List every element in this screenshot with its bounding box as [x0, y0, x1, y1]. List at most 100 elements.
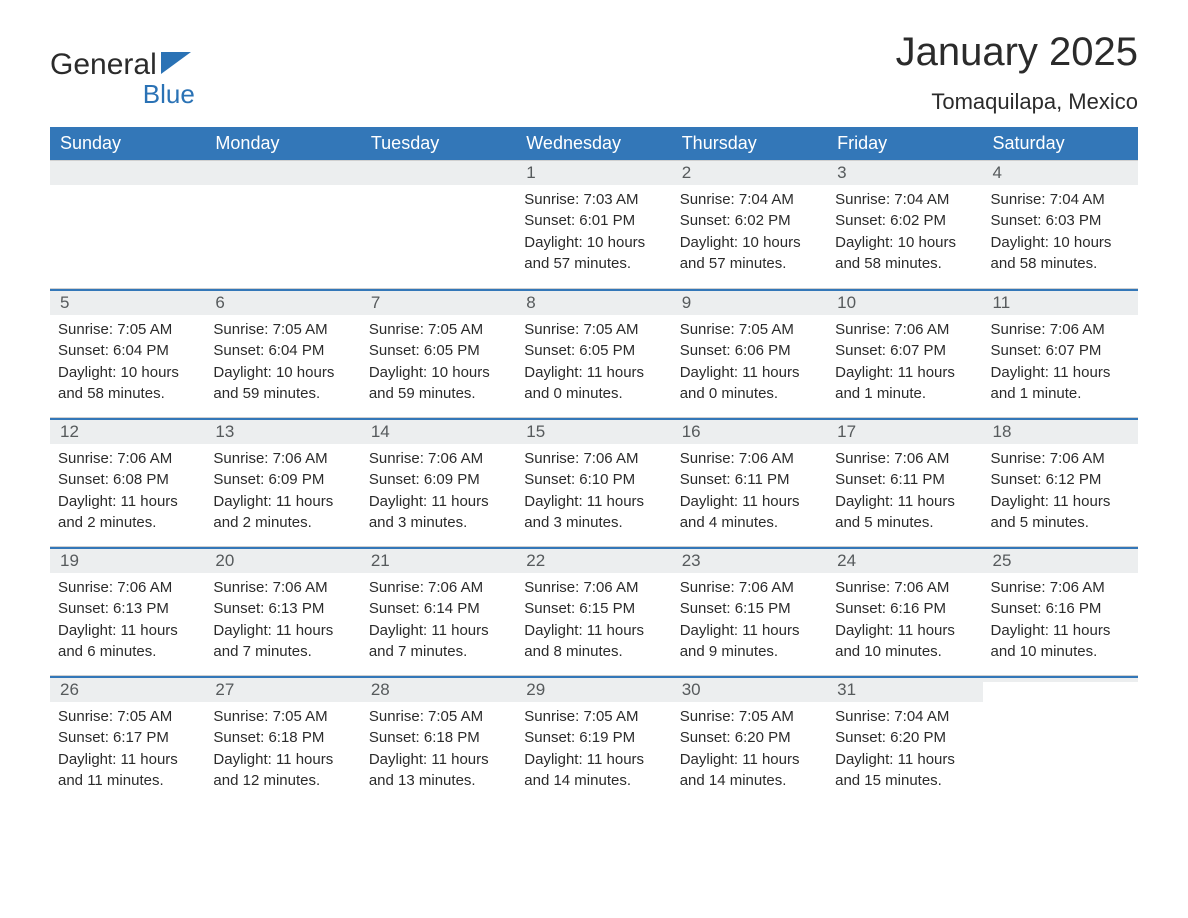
day-sunset: Sunset: 6:12 PM — [991, 470, 1128, 490]
brand-part1: General — [50, 48, 157, 82]
day-details: Sunrise: 7:05 AMSunset: 6:06 PMDaylight:… — [672, 315, 827, 404]
calendar-day: 26Sunrise: 7:05 AMSunset: 6:17 PMDayligh… — [50, 676, 205, 804]
calendar-day: 31Sunrise: 7:04 AMSunset: 6:20 PMDayligh… — [827, 676, 982, 804]
day-daylight1: Daylight: 10 hours — [58, 363, 195, 383]
day-sunset: Sunset: 6:17 PM — [58, 728, 195, 748]
day-details: Sunrise: 7:04 AMSunset: 6:02 PMDaylight:… — [672, 185, 827, 274]
day-sunrise: Sunrise: 7:06 AM — [991, 449, 1128, 469]
day-number: 25 — [983, 547, 1138, 573]
calendar-day: 3Sunrise: 7:04 AMSunset: 6:02 PMDaylight… — [827, 161, 982, 288]
day-number: 18 — [983, 418, 1138, 444]
day-daylight1: Daylight: 11 hours — [680, 363, 817, 383]
day-number: 9 — [672, 289, 827, 315]
day-daylight2: and 57 minutes. — [680, 254, 817, 274]
day-daylight2: and 59 minutes. — [369, 384, 506, 404]
day-daylight2: and 2 minutes. — [213, 513, 350, 533]
day-daylight2: and 0 minutes. — [524, 384, 661, 404]
day-daylight2: and 15 minutes. — [835, 771, 972, 791]
col-head-wednesday: Wednesday — [516, 127, 671, 160]
day-daylight2: and 14 minutes. — [680, 771, 817, 791]
calendar-day: 21Sunrise: 7:06 AMSunset: 6:14 PMDayligh… — [361, 547, 516, 675]
day-number: 22 — [516, 547, 671, 573]
day-sunrise: Sunrise: 7:06 AM — [524, 578, 661, 598]
day-details: Sunrise: 7:06 AMSunset: 6:15 PMDaylight:… — [672, 573, 827, 662]
day-daylight1: Daylight: 11 hours — [213, 492, 350, 512]
day-daylight1: Daylight: 11 hours — [524, 621, 661, 641]
day-sunrise: Sunrise: 7:05 AM — [369, 707, 506, 727]
calendar-day: 15Sunrise: 7:06 AMSunset: 6:10 PMDayligh… — [516, 418, 671, 546]
day-daylight1: Daylight: 11 hours — [58, 492, 195, 512]
day-daylight2: and 5 minutes. — [835, 513, 972, 533]
day-number: 11 — [983, 289, 1138, 315]
col-head-thursday: Thursday — [672, 127, 827, 160]
calendar-day: 23Sunrise: 7:06 AMSunset: 6:15 PMDayligh… — [672, 547, 827, 675]
day-number: 24 — [827, 547, 982, 573]
day-sunset: Sunset: 6:16 PM — [991, 599, 1128, 619]
day-daylight2: and 9 minutes. — [680, 642, 817, 662]
day-sunrise: Sunrise: 7:04 AM — [680, 190, 817, 210]
col-head-saturday: Saturday — [983, 127, 1138, 160]
day-sunrise: Sunrise: 7:06 AM — [58, 449, 195, 469]
day-sunset: Sunset: 6:07 PM — [835, 341, 972, 361]
calendar-week: 26Sunrise: 7:05 AMSunset: 6:17 PMDayligh… — [50, 675, 1138, 804]
day-sunrise: Sunrise: 7:06 AM — [680, 449, 817, 469]
day-details: Sunrise: 7:06 AMSunset: 6:07 PMDaylight:… — [983, 315, 1138, 404]
day-sunrise: Sunrise: 7:05 AM — [58, 707, 195, 727]
day-daylight1: Daylight: 11 hours — [835, 363, 972, 383]
day-daylight2: and 7 minutes. — [369, 642, 506, 662]
calendar-day: 7Sunrise: 7:05 AMSunset: 6:05 PMDaylight… — [361, 289, 516, 417]
day-sunset: Sunset: 6:04 PM — [58, 341, 195, 361]
calendar-day: 10Sunrise: 7:06 AMSunset: 6:07 PMDayligh… — [827, 289, 982, 417]
day-daylight1: Daylight: 11 hours — [58, 750, 195, 770]
calendar-day: 5Sunrise: 7:05 AMSunset: 6:04 PMDaylight… — [50, 289, 205, 417]
day-sunrise: Sunrise: 7:06 AM — [213, 449, 350, 469]
day-daylight2: and 6 minutes. — [58, 642, 195, 662]
day-daylight2: and 59 minutes. — [213, 384, 350, 404]
day-sunrise: Sunrise: 7:05 AM — [213, 320, 350, 340]
col-head-sunday: Sunday — [50, 127, 205, 160]
day-daylight2: and 1 minute. — [835, 384, 972, 404]
calendar-day — [205, 161, 360, 288]
day-details: Sunrise: 7:06 AMSunset: 6:16 PMDaylight:… — [827, 573, 982, 662]
day-sunrise: Sunrise: 7:06 AM — [369, 578, 506, 598]
day-number: 8 — [516, 289, 671, 315]
day-sunset: Sunset: 6:09 PM — [213, 470, 350, 490]
day-sunset: Sunset: 6:01 PM — [524, 211, 661, 231]
day-daylight1: Daylight: 11 hours — [680, 492, 817, 512]
day-sunrise: Sunrise: 7:05 AM — [524, 707, 661, 727]
day-details: Sunrise: 7:05 AMSunset: 6:04 PMDaylight:… — [50, 315, 205, 404]
day-sunrise: Sunrise: 7:06 AM — [835, 320, 972, 340]
day-sunrise: Sunrise: 7:04 AM — [991, 190, 1128, 210]
day-details: Sunrise: 7:06 AMSunset: 6:10 PMDaylight:… — [516, 444, 671, 533]
day-number: 29 — [516, 676, 671, 702]
day-sunset: Sunset: 6:06 PM — [680, 341, 817, 361]
day-number: 12 — [50, 418, 205, 444]
day-daylight1: Daylight: 11 hours — [213, 750, 350, 770]
day-daylight2: and 58 minutes. — [991, 254, 1128, 274]
day-details: Sunrise: 7:05 AMSunset: 6:18 PMDaylight:… — [205, 702, 360, 791]
day-daylight1: Daylight: 10 hours — [524, 233, 661, 253]
day-sunset: Sunset: 6:09 PM — [369, 470, 506, 490]
day-number: 15 — [516, 418, 671, 444]
day-daylight2: and 11 minutes. — [58, 771, 195, 791]
day-number: 4 — [983, 161, 1138, 185]
day-number-empty — [205, 161, 360, 185]
day-details: Sunrise: 7:05 AMSunset: 6:05 PMDaylight:… — [516, 315, 671, 404]
day-number: 1 — [516, 161, 671, 185]
calendar-day: 17Sunrise: 7:06 AMSunset: 6:11 PMDayligh… — [827, 418, 982, 546]
col-head-tuesday: Tuesday — [361, 127, 516, 160]
title-block: January 2025 Tomaquilapa, Mexico — [896, 30, 1138, 115]
calendar-week: 12Sunrise: 7:06 AMSunset: 6:08 PMDayligh… — [50, 417, 1138, 546]
day-daylight1: Daylight: 10 hours — [835, 233, 972, 253]
calendar-day: 4Sunrise: 7:04 AMSunset: 6:03 PMDaylight… — [983, 161, 1138, 288]
day-sunset: Sunset: 6:10 PM — [524, 470, 661, 490]
calendar-day: 12Sunrise: 7:06 AMSunset: 6:08 PMDayligh… — [50, 418, 205, 546]
day-daylight2: and 0 minutes. — [680, 384, 817, 404]
day-daylight2: and 13 minutes. — [369, 771, 506, 791]
calendar-day: 30Sunrise: 7:05 AMSunset: 6:20 PMDayligh… — [672, 676, 827, 804]
calendar-week: 5Sunrise: 7:05 AMSunset: 6:04 PMDaylight… — [50, 288, 1138, 417]
day-number-empty — [50, 161, 205, 185]
day-sunrise: Sunrise: 7:06 AM — [991, 320, 1128, 340]
calendar: Sunday Monday Tuesday Wednesday Thursday… — [50, 127, 1138, 804]
day-details: Sunrise: 7:04 AMSunset: 6:03 PMDaylight:… — [983, 185, 1138, 274]
